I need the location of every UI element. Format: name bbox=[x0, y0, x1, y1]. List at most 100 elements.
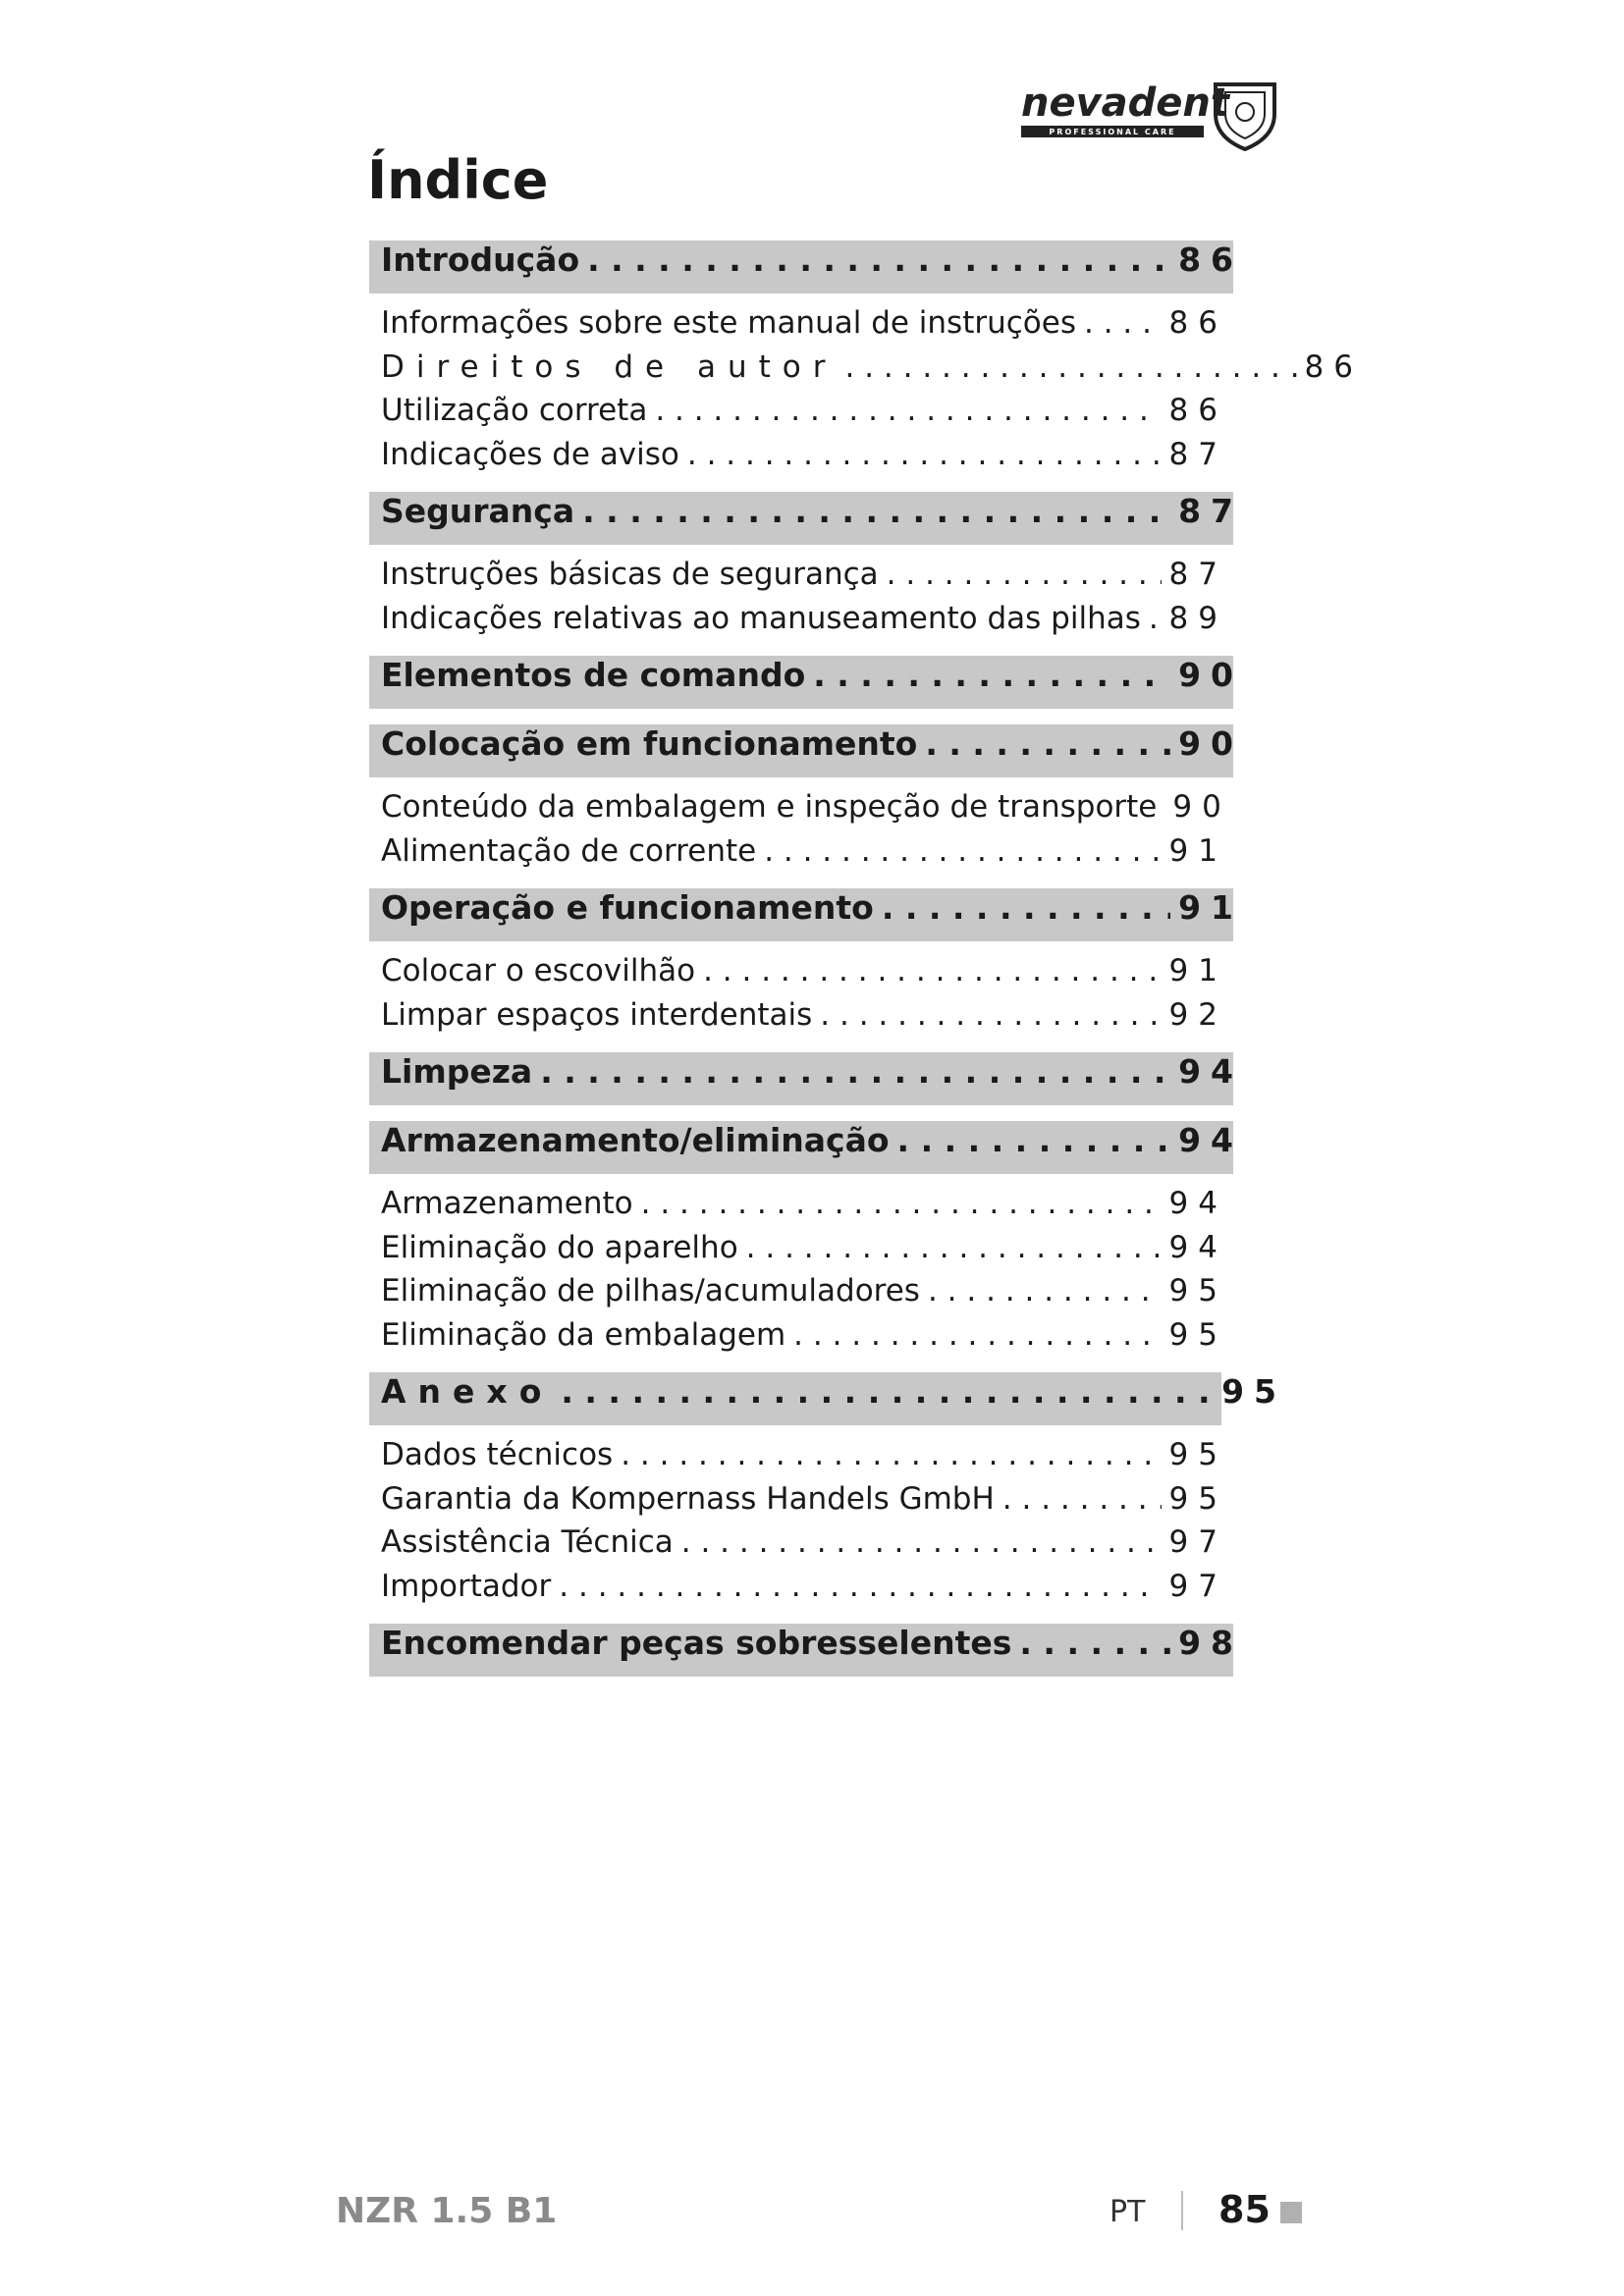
section-title: Limpeza bbox=[381, 1052, 533, 1091]
entry-page: 95 bbox=[1168, 1480, 1227, 1517]
leader bbox=[813, 656, 1170, 694]
entry-page: 91 bbox=[1168, 832, 1227, 869]
entry-title: Indicações de aviso bbox=[381, 436, 679, 472]
separator bbox=[1181, 2191, 1183, 2230]
leader bbox=[655, 389, 1161, 433]
section-title: Operação e funcionamento bbox=[381, 888, 874, 927]
leader bbox=[844, 346, 1296, 390]
entry-page: 87 bbox=[1168, 436, 1227, 472]
leader bbox=[1002, 1477, 1162, 1522]
toc-entry: Indicações relativas ao manuseamento das… bbox=[369, 597, 1233, 641]
leader bbox=[897, 1121, 1171, 1159]
entry-page: 91 bbox=[1168, 953, 1227, 988]
toc-entry: Conteúdo da embalagem e inspeção de tran… bbox=[369, 785, 1233, 829]
entry-page: 95 bbox=[1168, 1437, 1227, 1472]
toc-section: Elementos de comando90 bbox=[369, 656, 1233, 709]
entry-title: Alimentação de corrente bbox=[381, 832, 757, 869]
section-page: 91 bbox=[1178, 888, 1243, 927]
brand: nevadent bbox=[1021, 80, 1231, 126]
section-page: 90 bbox=[1178, 656, 1243, 694]
entry-title: Assistência Técnica bbox=[381, 1524, 674, 1560]
section-page: 90 bbox=[1178, 724, 1243, 763]
emblem bbox=[1235, 102, 1255, 122]
toc-entry: Informações sobre este manual de instruç… bbox=[369, 301, 1233, 346]
leader bbox=[882, 888, 1170, 927]
section-page: 86 bbox=[1178, 240, 1243, 279]
entry-title: Conteúdo da embalagem e inspeção de tran… bbox=[381, 789, 1158, 825]
section-page: 95 bbox=[1221, 1372, 1286, 1411]
toc-section: Operação e funcionamento 91 Colocar o esco… bbox=[369, 888, 1233, 1037]
entry-page: 94 bbox=[1168, 1229, 1227, 1265]
model: NZR 1.5 B1 bbox=[336, 2191, 558, 2231]
section-title: Anexo bbox=[381, 1372, 554, 1411]
toc-entry: Eliminação de pilhas/acumuladores 95 bbox=[369, 1269, 1233, 1313]
shield-inner bbox=[1224, 91, 1266, 140]
toc-entry: Eliminação do aparelho 94 bbox=[369, 1226, 1233, 1270]
leader bbox=[746, 1226, 1162, 1270]
leader bbox=[925, 724, 1170, 763]
entry-title: Informações sobre este manual de instruç… bbox=[381, 305, 1076, 341]
leader bbox=[1084, 301, 1162, 346]
entry-page: 87 bbox=[1168, 557, 1227, 592]
leader bbox=[641, 1182, 1162, 1226]
section-heading: Encomendar peças sobresselentes98 bbox=[369, 1624, 1233, 1677]
section-page: 94 bbox=[1178, 1052, 1243, 1091]
toc-entry: Alimentação de corrente 91 bbox=[369, 829, 1233, 874]
section-title: Encomendar peças sobresselentes bbox=[381, 1624, 1012, 1662]
leader bbox=[703, 949, 1161, 993]
leader bbox=[793, 1313, 1161, 1358]
entry-title: Colocar o escovilhão bbox=[381, 953, 696, 988]
toc-section: Armazenamento/eliminação94Armazenamento9… bbox=[369, 1121, 1233, 1357]
entry-title: Eliminação do aparelho bbox=[381, 1229, 738, 1265]
section-heading: Anexo95 bbox=[369, 1372, 1276, 1425]
entry-page: 89 bbox=[1168, 600, 1227, 636]
toc-entry: Armazenamento 94 bbox=[369, 1182, 1233, 1226]
toc-section: Limpeza94 bbox=[369, 1052, 1233, 1105]
entry-page: 86 bbox=[1168, 393, 1227, 428]
section-heading: Limpeza94 bbox=[369, 1052, 1233, 1105]
table-of-contents: Introdução86 Informações sobre este manua… bbox=[369, 240, 1353, 1692]
leader bbox=[587, 240, 1170, 279]
entry-page: 97 bbox=[1168, 1568, 1227, 1604]
leader bbox=[621, 1433, 1161, 1477]
section-page: 98 bbox=[1178, 1624, 1243, 1662]
leader bbox=[820, 993, 1161, 1038]
entry-title: Eliminação da embalagem bbox=[381, 1316, 786, 1353]
section-page: 94 bbox=[1178, 1121, 1243, 1159]
language: PT bbox=[1110, 2195, 1146, 2229]
entry-title: Limpar espaços interdentais bbox=[381, 996, 813, 1033]
section-title: Elementos de comando bbox=[381, 656, 806, 694]
page-number: 85 bbox=[1218, 2188, 1271, 2231]
toc-entry: Dados técnicos 95 bbox=[369, 1433, 1233, 1477]
section-heading: Introdução86 bbox=[369, 240, 1233, 294]
shield bbox=[1214, 82, 1276, 151]
entry-title: Eliminação de pilhas/acumuladores bbox=[381, 1273, 920, 1308]
entry-title: Dados técnicos bbox=[381, 1437, 614, 1472]
entry-title: Utilização correta bbox=[381, 393, 648, 428]
logo: nevadent PROFESSIONAL CARE bbox=[1021, 80, 1276, 151]
entry-page: 90 bbox=[1172, 789, 1231, 825]
toc-entry: Indicações de aviso 87 bbox=[369, 433, 1233, 477]
leader bbox=[681, 1521, 1162, 1565]
entry-page: 97 bbox=[1168, 1524, 1227, 1560]
toc-section: Anexo95Dados técnicos95Garantia da Kompe… bbox=[369, 1372, 1276, 1609]
toc-entry: Assistência Técnica 97 bbox=[369, 1521, 1233, 1565]
section-heading: Segurança87 bbox=[369, 492, 1233, 545]
toc-entry: Instruções básicas de segurança 87 bbox=[369, 553, 1233, 597]
leader bbox=[582, 492, 1170, 530]
entry-page: 95 bbox=[1168, 1273, 1227, 1308]
entry-page: 86 bbox=[1304, 348, 1363, 385]
toc-entry: Importador 97 bbox=[369, 1565, 1233, 1609]
toc-entry: Direitos de autor 86 bbox=[369, 346, 1369, 390]
section-heading: Armazenamento/eliminação94 bbox=[369, 1121, 1233, 1174]
tagline-band bbox=[1021, 126, 1204, 137]
entry-title: Indicações relativas ao manuseamento das… bbox=[381, 600, 1141, 636]
leader bbox=[1019, 1624, 1170, 1662]
section-heading: Elementos de comando90 bbox=[369, 656, 1233, 709]
entry-title: Armazenamento bbox=[381, 1186, 633, 1221]
entry-title: Direitos de autor bbox=[381, 348, 838, 385]
entry-page: 86 bbox=[1168, 305, 1227, 341]
toc-entry: Eliminação da embalagem 95 bbox=[369, 1313, 1233, 1358]
toc-section: Colocação em funcionamento90Conteúdo da … bbox=[369, 724, 1233, 873]
